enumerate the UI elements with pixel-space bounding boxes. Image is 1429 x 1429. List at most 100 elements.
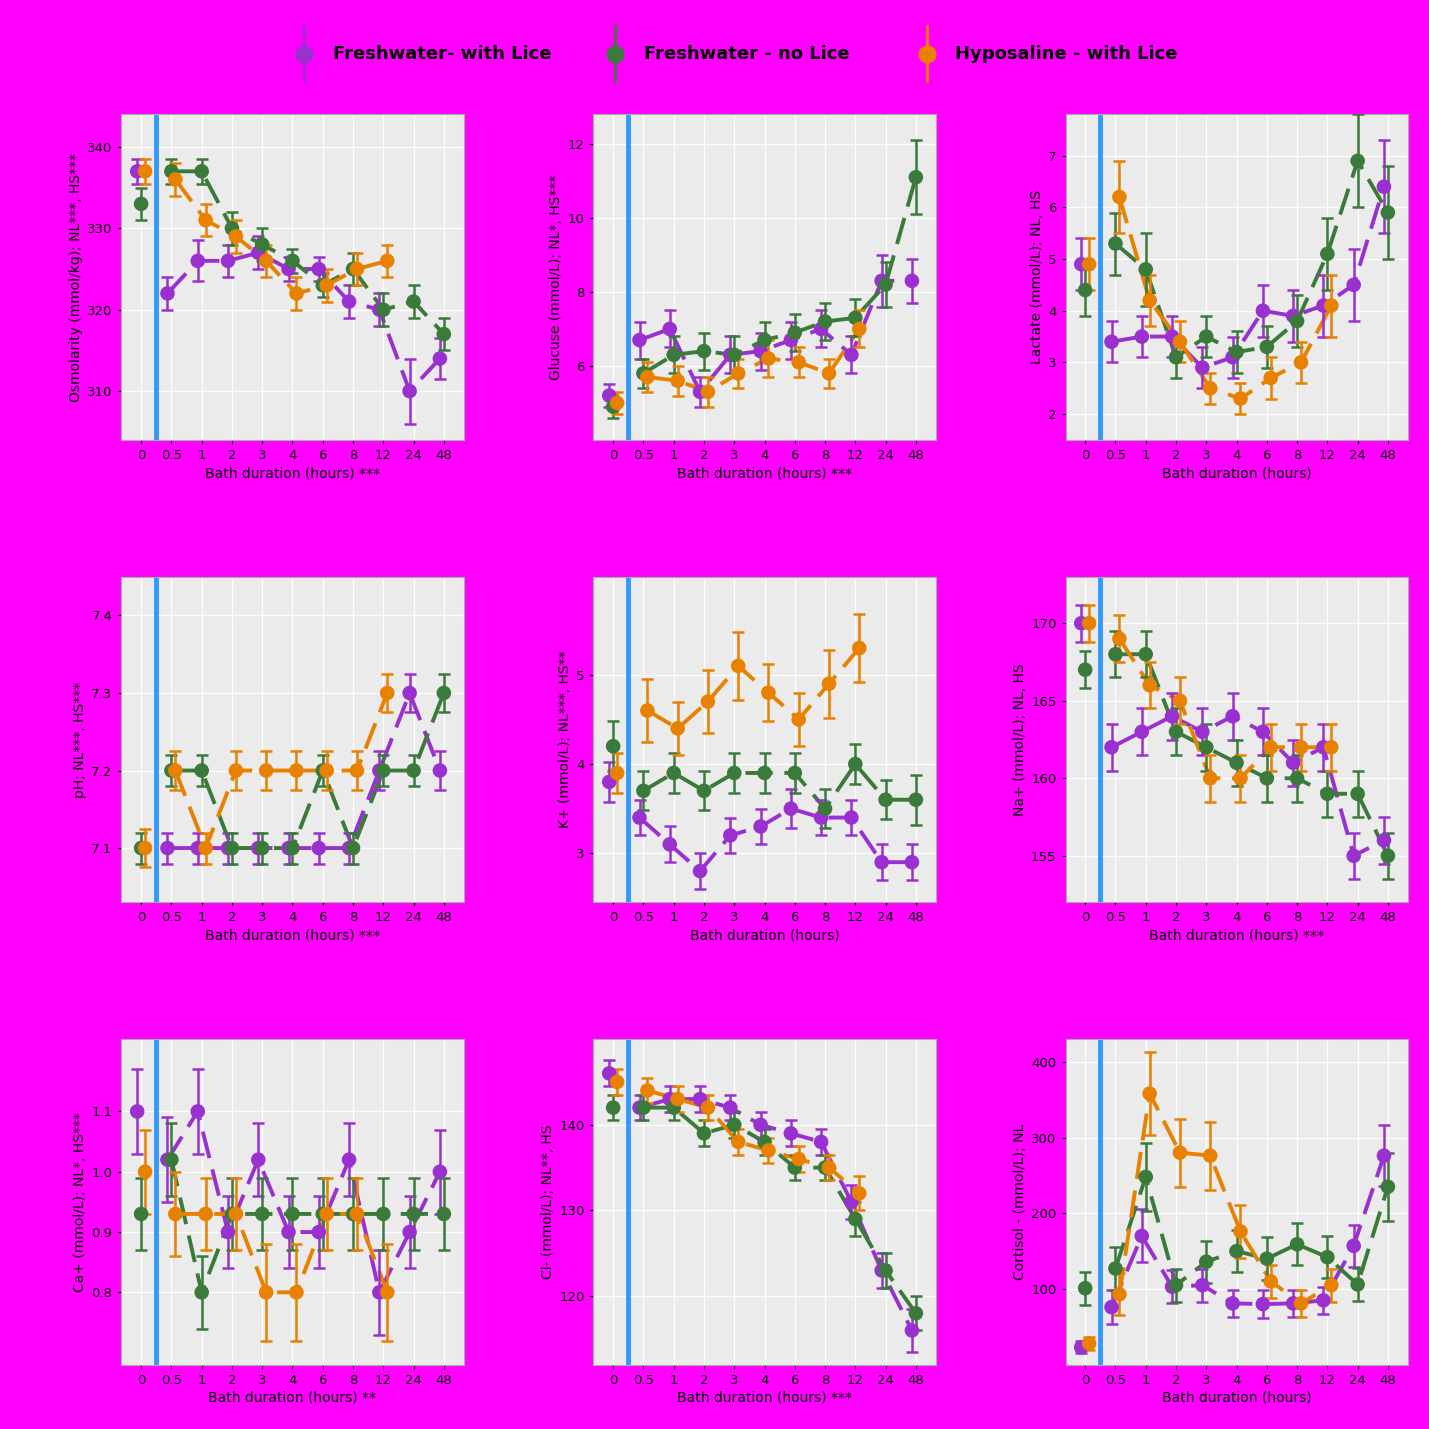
- Point: [636, 1079, 659, 1102]
- X-axis label: Bath duration (hours) ***: Bath duration (hours) ***: [677, 1390, 852, 1405]
- Point: [840, 343, 863, 366]
- Point: [312, 1203, 334, 1226]
- Point: [1320, 736, 1343, 759]
- Point: [126, 915, 149, 937]
- Point: [606, 1070, 629, 1093]
- Point: [757, 1139, 780, 1162]
- Point: [1105, 1258, 1127, 1280]
- Point: [1070, 253, 1093, 276]
- Point: [190, 759, 213, 782]
- Point: [1222, 704, 1245, 727]
- Point: [1289, 1292, 1312, 1315]
- Point: [1342, 273, 1365, 296]
- Point: [1346, 150, 1369, 173]
- Point: [130, 193, 153, 216]
- Point: [1282, 304, 1305, 327]
- X-axis label: Bath duration (hours) **: Bath duration (hours) **: [209, 1390, 376, 1405]
- Point: [277, 836, 300, 859]
- Point: [194, 836, 217, 859]
- Point: [817, 672, 840, 694]
- Point: [689, 380, 712, 403]
- Point: [160, 1149, 183, 1172]
- Point: [1286, 310, 1309, 333]
- Point: [905, 166, 927, 189]
- Point: [372, 299, 394, 322]
- Point: [875, 1259, 897, 1282]
- Point: [1282, 1292, 1305, 1315]
- Point: [632, 779, 654, 802]
- Point: [845, 306, 867, 329]
- Point: [719, 825, 742, 847]
- Point: [606, 392, 629, 414]
- Point: [1225, 340, 1248, 363]
- Point: [1259, 1270, 1282, 1293]
- Point: [847, 637, 870, 660]
- Y-axis label: Lactate (mmol/L); NL, HS: Lactate (mmol/L); NL, HS: [1030, 190, 1043, 364]
- Point: [727, 1130, 750, 1153]
- Point: [689, 1087, 712, 1110]
- Point: [787, 707, 810, 730]
- Point: [367, 1280, 390, 1303]
- Point: [1282, 752, 1305, 775]
- X-axis label: Bath duration (hours): Bath duration (hours): [1162, 466, 1312, 480]
- Point: [1225, 1240, 1248, 1263]
- Point: [696, 380, 719, 403]
- Point: [254, 1280, 277, 1303]
- Point: [217, 1220, 240, 1243]
- Point: [126, 160, 149, 183]
- Point: [1222, 1292, 1245, 1315]
- Point: [1222, 346, 1245, 369]
- Point: [254, 759, 277, 782]
- Point: [1160, 704, 1183, 727]
- Point: [1195, 736, 1218, 759]
- Point: [1199, 767, 1222, 790]
- Point: [905, 789, 927, 812]
- Point: [1169, 689, 1192, 712]
- Point: [312, 274, 334, 297]
- Point: [900, 270, 923, 293]
- Point: [1135, 643, 1157, 666]
- Y-axis label: Ca+ (mmol/L); NL*, HS***: Ca+ (mmol/L); NL*, HS***: [73, 1112, 87, 1292]
- Text: Freshwater - no Lice: Freshwater - no Lice: [643, 44, 849, 63]
- Point: [719, 1096, 742, 1119]
- Point: [402, 1203, 424, 1226]
- Point: [1107, 627, 1130, 650]
- Point: [1286, 767, 1309, 790]
- Point: [220, 1203, 243, 1226]
- Point: [194, 1203, 217, 1226]
- Point: [1376, 1175, 1399, 1198]
- Point: [1372, 1145, 1395, 1167]
- Point: [376, 250, 399, 273]
- Point: [160, 160, 183, 183]
- Point: [282, 1203, 304, 1226]
- Y-axis label: Osmolarity (mmol/kg); NL***, HS***: Osmolarity (mmol/kg); NL***, HS***: [69, 153, 83, 402]
- Point: [1289, 352, 1312, 374]
- Point: [224, 1203, 247, 1226]
- Point: [597, 1062, 620, 1085]
- Point: [1160, 326, 1183, 349]
- Point: [727, 362, 750, 384]
- Point: [632, 362, 654, 384]
- Point: [753, 329, 776, 352]
- Point: [250, 836, 273, 859]
- Point: [723, 343, 746, 366]
- Point: [1139, 1082, 1162, 1105]
- Point: [1229, 767, 1252, 790]
- Point: [250, 1203, 273, 1226]
- Point: [284, 759, 307, 782]
- Point: [376, 682, 399, 704]
- Point: [1252, 720, 1275, 743]
- Point: [217, 250, 240, 273]
- Point: [1190, 356, 1213, 379]
- Point: [282, 836, 304, 859]
- Point: [312, 759, 334, 782]
- Point: [659, 833, 682, 856]
- Point: [134, 836, 157, 859]
- Point: [666, 1087, 689, 1110]
- Point: [316, 274, 339, 297]
- Point: [636, 366, 659, 389]
- Point: [217, 836, 240, 859]
- Point: [164, 759, 187, 782]
- Point: [1077, 253, 1100, 276]
- Point: [367, 299, 390, 322]
